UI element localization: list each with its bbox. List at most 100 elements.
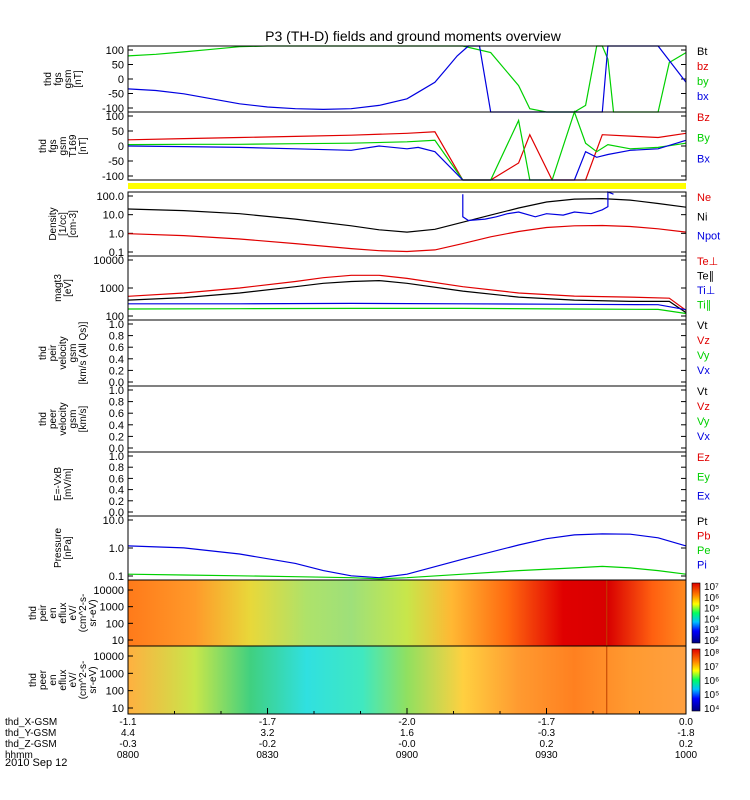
- x-axis-value: -1.7: [259, 717, 277, 728]
- legend-entry: Vy: [697, 350, 710, 362]
- series-line-Ni: [127, 197, 687, 233]
- y-axis-label: thd: [38, 346, 49, 360]
- legend-entry: Ni: [697, 211, 707, 223]
- x-axis-labels: 2010 Sep 12 thd_X-GSM -1.1 -1.7 -2.0 -1.7 0.0…: [5, 708, 698, 769]
- panel-frame: [127, 515, 687, 581]
- legend-entry: bz: [697, 61, 709, 73]
- panel-frame: [127, 385, 687, 453]
- legend-entry: Vy: [697, 416, 710, 428]
- y-axis-label: fgs: [53, 72, 64, 85]
- x-axis-value: 0.2: [540, 739, 554, 750]
- y-tick-label: 0.8: [109, 331, 124, 343]
- y-axis-label: peir: [48, 344, 59, 361]
- legend-entry: By: [697, 133, 710, 145]
- x-axis-value: 0930: [535, 750, 558, 761]
- flag-band: [128, 183, 686, 189]
- x-axis-value: 1.6: [400, 728, 414, 739]
- y-tick-label: -50: [108, 156, 124, 168]
- x-axis-value: 4.4: [121, 728, 135, 739]
- panel-pressure: 10.0 1.0 0.1 Pressure [nPa] Pt Pb Pe Pi: [53, 515, 710, 583]
- panel-efield: 1.00.80.60.40.20.0 E=-VxB [mV/m] Ez Ey Ex: [53, 451, 710, 519]
- y-axis-label: [cm-3]: [68, 210, 79, 238]
- y-tick-label: 10: [112, 703, 124, 715]
- legend-entry: Pt: [697, 516, 707, 528]
- colorbar: [691, 582, 701, 644]
- panel-frame: [127, 255, 687, 321]
- legend-entry: Te∥: [697, 271, 714, 283]
- y-tick-label: 10000: [93, 651, 124, 663]
- y-tick-label: 50: [112, 60, 124, 72]
- y-tick-label: 0.6: [109, 473, 124, 485]
- series-line-Pi: [127, 533, 687, 579]
- x-axis-value: 1000: [675, 750, 698, 761]
- y-tick-label: 10: [112, 635, 124, 647]
- y-axis-label: gsm: [58, 137, 69, 156]
- y-axis-label: eV/: [68, 672, 79, 687]
- y-tick-label: 0.0: [109, 507, 124, 519]
- x-axis-row-label: thd_X-GSM: [5, 717, 57, 728]
- y-axis-label: velocity: [58, 402, 69, 435]
- y-tick-label: 0.2: [109, 365, 124, 377]
- y-tick-label: 0.0: [109, 377, 124, 389]
- colorbar-tick-label: 10⁶: [704, 593, 719, 604]
- y-tick-label: 100: [106, 618, 124, 630]
- x-axis-row-label: hhmm: [5, 750, 33, 761]
- y-axis-label: [mV/m]: [63, 468, 74, 500]
- y-tick-label: 0.4: [109, 420, 124, 432]
- y-axis-label: T169: [68, 134, 79, 157]
- y-axis-label: gsm: [68, 410, 79, 429]
- legend-entry: Bz: [697, 112, 710, 124]
- series-line-Ti∥: [127, 307, 687, 315]
- y-axis-label: Pressure: [53, 528, 64, 568]
- colorbar-tick-label: 10⁴: [704, 614, 719, 625]
- y-tick-label: 1000: [100, 283, 124, 295]
- spectrogram-peer_spec: [128, 646, 686, 714]
- panel-peer_vel: 1.00.80.60.40.20.0 thd peer velocity gsm [km/…: [38, 385, 710, 455]
- colorbar-tick-label: 10³: [704, 625, 719, 636]
- x-axis-value: 0.2: [679, 739, 693, 750]
- legend-entry: Te⊥: [697, 256, 718, 268]
- y-axis-label: gsm: [63, 70, 74, 89]
- y-axis-label: en: [48, 607, 59, 618]
- y-tick-label: 0.6: [109, 342, 124, 354]
- legend-entry: by: [697, 76, 709, 88]
- y-axis-label: [1/cc]: [58, 212, 69, 236]
- series-line-Ne: [127, 224, 687, 253]
- y-tick-label: 0.1: [109, 571, 124, 583]
- y-tick-label: -50: [108, 89, 124, 101]
- colorbar-tick-label: 10⁴: [704, 704, 719, 715]
- y-axis-label: [eV]: [63, 279, 74, 297]
- date-label: 2010 Sep 12: [5, 757, 67, 769]
- y-tick-label: 1000: [100, 668, 124, 680]
- legend-entry: Ti∥: [697, 300, 711, 312]
- y-axis-label: thd: [43, 72, 54, 86]
- y-axis-label: peir: [38, 604, 49, 621]
- y-tick-label: 1.0: [109, 543, 124, 555]
- series-line-Bx: [127, 139, 687, 181]
- colorbar-tick-label: 10⁵: [704, 604, 719, 615]
- x-axis-row-label: thd_Y-GSM: [5, 728, 56, 739]
- panel-frame: [127, 451, 687, 517]
- y-tick-label: 1.0: [109, 228, 124, 240]
- panel-frame: [127, 319, 687, 387]
- spectrogram-peir_spec: [128, 580, 686, 646]
- x-axis-value: 0.0: [679, 717, 693, 728]
- y-axis-label: fgs: [48, 139, 59, 152]
- y-tick-label: 0.4: [109, 485, 124, 497]
- panel-frame: [127, 111, 687, 181]
- legend-entry: Vt: [697, 386, 707, 398]
- panel-fgs: 100 50 0 -50 -100 thd fgs gsm [nT] Bt bz by bx: [43, 45, 709, 115]
- legend-entry: Ex: [697, 491, 710, 503]
- y-tick-label: 0.2: [109, 431, 124, 443]
- series-line-Te⊥: [127, 274, 687, 311]
- colorbar: [691, 648, 701, 712]
- y-tick-label: 100: [106, 311, 124, 323]
- y-axis-label: [km/s (All Qs)]: [78, 321, 89, 384]
- x-axis-value: 0800: [117, 750, 140, 761]
- legend-entry: Ez: [697, 452, 710, 464]
- legend-entry: Bt: [697, 46, 707, 58]
- colorbar-tick-label: 10⁷: [704, 582, 719, 593]
- y-tick-label: 50: [112, 126, 124, 138]
